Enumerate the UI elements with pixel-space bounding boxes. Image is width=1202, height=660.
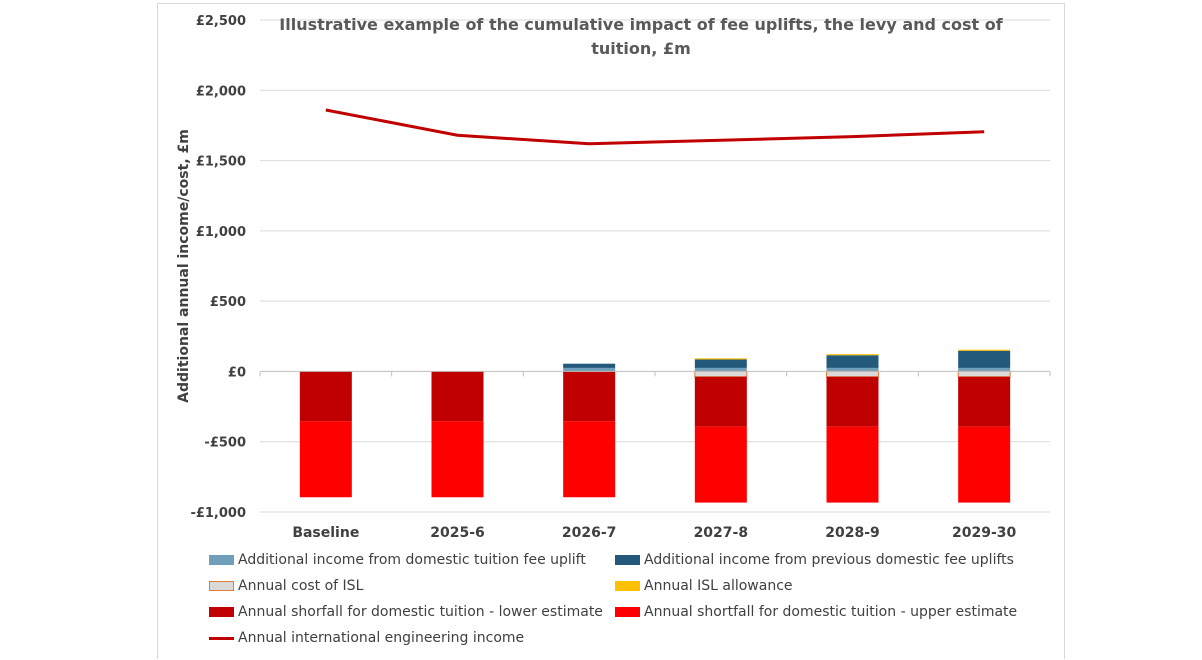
legend-swatch-international-income: [209, 636, 234, 640]
bar-segment: [958, 349, 1011, 351]
bar-segment: [563, 371, 616, 422]
y-tick-label: -£1,000: [190, 506, 246, 521]
legend-swatch-fee-uplift: [209, 555, 234, 565]
x-tick-label: 2026-7: [562, 525, 617, 541]
bar-segment: [826, 354, 879, 356]
bar-segment: [958, 376, 1011, 427]
legend-label-isl-cost: Annual cost of ISL: [238, 578, 364, 594]
legend-swatch-isl-allowance: [615, 581, 640, 591]
x-tick-label: Baseline: [292, 525, 359, 541]
chart-title-line-1: Illustrative example of the cumulative i…: [279, 15, 1003, 34]
income-line: [325, 108, 985, 146]
bar-segment: [826, 426, 879, 503]
bar-segment: [299, 371, 352, 422]
y-tick-label: £500: [210, 295, 246, 310]
legend-swatch-shortfall-lower: [209, 607, 234, 617]
x-tick-label: 2025-6: [430, 525, 485, 541]
y-tick-label: £0: [228, 365, 246, 380]
bar-segment: [826, 376, 879, 427]
bar-segment: [431, 371, 484, 422]
legend-swatch-shortfall-upper: [615, 607, 640, 617]
bar-segment: [694, 358, 747, 360]
y-tick-label: £1,500: [196, 155, 246, 170]
y-tick-label: -£500: [204, 436, 246, 451]
legend-item-previous-uplifts: Additional income from previous domestic…: [615, 552, 1014, 568]
bar-segment: [431, 421, 484, 498]
bars: [299, 349, 1011, 503]
bar-segment: [826, 370, 879, 378]
chart-frame: [157, 3, 1065, 659]
legend-label-previous-uplifts: Additional income from previous domestic…: [644, 552, 1014, 568]
legend-label-fee-uplift: Additional income from domestic tuition …: [238, 552, 586, 568]
y-tick-label: £1,000: [196, 225, 246, 240]
y-tick-label: £2,000: [196, 84, 246, 99]
legend-swatch-previous-uplifts: [615, 555, 640, 565]
chart-title-line-2: tuition, £m: [591, 39, 691, 58]
bar-segment: [694, 426, 747, 503]
y-axis-label: Additional annual income/cost, £m: [176, 129, 192, 403]
legend-label-shortfall-lower: Annual shorfall for domestic tuition - l…: [238, 604, 603, 620]
legend-label-shortfall-upper: Annual shortfall for domestic tuition - …: [644, 604, 1018, 620]
bar-segment: [694, 367, 747, 372]
legend-label-international-income: Annual international engineering income: [238, 630, 525, 646]
bar-segment: [957, 370, 1011, 378]
bar-segment: [563, 363, 616, 368]
legend-item-international-income: Annual international engineering income: [209, 630, 524, 646]
bar-segment: [563, 421, 616, 498]
bar-segment: [826, 367, 879, 372]
bar-segment: [826, 355, 879, 368]
bar-segment: [958, 426, 1011, 503]
legend-item-isl-allowance: Annual ISL allowance: [615, 578, 793, 594]
bar-segment: [694, 370, 748, 378]
legend-swatch-isl-cost: [209, 581, 234, 591]
bar-segment: [563, 367, 616, 372]
legend-item-shortfall-upper: Annual shortfall for domestic tuition - …: [615, 604, 1017, 620]
y-tick-label: £2,500: [196, 14, 246, 29]
legend-item-isl-cost: Annual cost of ISL: [209, 578, 363, 594]
bar-segment: [958, 350, 1011, 368]
x-tick-label: 2027-8: [694, 525, 749, 541]
bar-segment: [694, 359, 747, 368]
legend-item-fee-uplift: Additional income from domestic tuition …: [209, 552, 586, 568]
legend-label-isl-allowance: Annual ISL allowance: [644, 578, 793, 594]
gridlines: [260, 19, 1050, 513]
international-income-line: [325, 108, 985, 146]
bar-segment: [958, 367, 1011, 372]
bar-segment: [694, 376, 747, 427]
legend-item-shortfall-lower: Annual shorfall for domestic tuition - l…: [209, 604, 603, 620]
x-tick-label: 2028-9: [825, 525, 880, 541]
axes: -£1,000 -£500 £0 £500 £1,000 £1,500 £2,000 £2,5…: [190, 14, 1051, 541]
bar-segment: [299, 421, 352, 498]
x-tick-label: 2029-30: [952, 525, 1017, 541]
